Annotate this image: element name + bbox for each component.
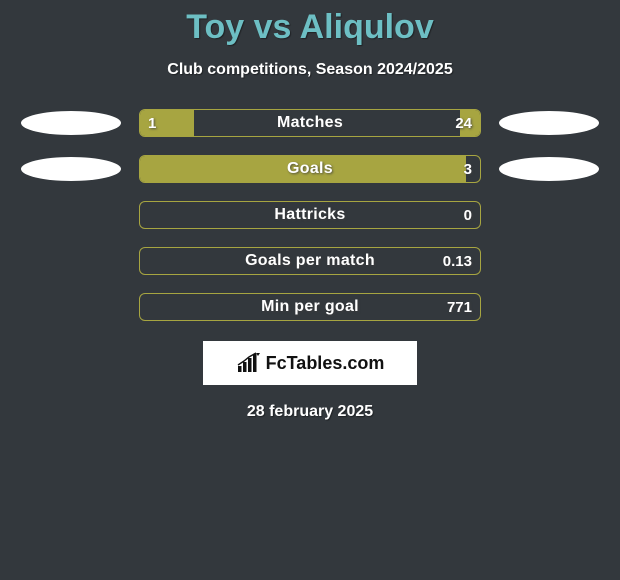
player-icon-left: [21, 157, 121, 181]
date-line: 28 february 2025: [0, 403, 620, 421]
branding-box: FcTables.com: [203, 341, 417, 385]
stat-bar: Goals3: [139, 155, 481, 183]
stat-label: Matches: [140, 110, 480, 136]
stat-value-left: 1: [148, 110, 156, 136]
stat-row: Goals3: [0, 155, 620, 183]
stat-bar: Hattricks0: [139, 201, 481, 229]
stat-bar: Goals per match0.13: [139, 247, 481, 275]
branding-text: FcTables.com: [266, 353, 385, 374]
page-subtitle: Club competitions, Season 2024/2025: [0, 61, 620, 79]
stat-value-right: 0.13: [443, 248, 472, 274]
brand-chart-icon: [236, 352, 262, 374]
stat-row: Min per goal771: [0, 293, 620, 321]
page-title: Toy vs Aliqulov: [0, 8, 620, 47]
stat-value-right: 771: [447, 294, 472, 320]
stat-row: Matches1 24: [0, 109, 620, 137]
player-icon-right: [499, 111, 599, 135]
stat-label: Hattricks: [140, 202, 480, 228]
stat-value-right: 24: [455, 110, 472, 136]
stat-label: Goals per match: [140, 248, 480, 274]
stat-value-right: 0: [464, 202, 472, 228]
stat-label: Goals: [140, 156, 480, 182]
stat-bar: Matches1 24: [139, 109, 481, 137]
stat-row: Hattricks0: [0, 201, 620, 229]
stat-bar: Min per goal771: [139, 293, 481, 321]
stat-label: Min per goal: [140, 294, 480, 320]
stat-value-right: 3: [464, 156, 472, 182]
stat-row: Goals per match0.13: [0, 247, 620, 275]
player-icon-left: [21, 111, 121, 135]
player-icon-right: [499, 157, 599, 181]
stats-area: Matches1 24 Goals3 Hattricks0 Goals per matc…: [0, 109, 620, 321]
infographic-container: Toy vs Aliqulov Club competitions, Seaso…: [0, 0, 620, 421]
